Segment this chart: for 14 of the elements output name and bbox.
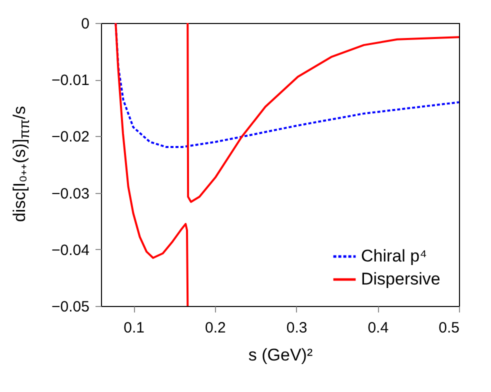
x-tick-label: 0.5 [438, 320, 460, 336]
x-tick-label: 0.4 [368, 320, 389, 336]
x-tick-label: 0.1 [124, 320, 144, 336]
y-tick-label: −0.03 [52, 185, 90, 202]
legend-label: Dispersive [361, 270, 440, 288]
y-tick-label: −0.04 [52, 242, 90, 259]
y-tick-label: −0.02 [52, 128, 90, 146]
y-tick-label: −0.05 [52, 298, 90, 316]
x-tick-label: 0.2 [204, 320, 226, 336]
y-tick-label: −0.01 [52, 72, 90, 90]
x-tick-label: 0.3 [286, 320, 308, 336]
x-axis-title: s (GeV)² [248, 346, 313, 364]
legend-label: Chiral p⁴ [361, 246, 427, 266]
y-tick-label: 0 [81, 16, 90, 32]
